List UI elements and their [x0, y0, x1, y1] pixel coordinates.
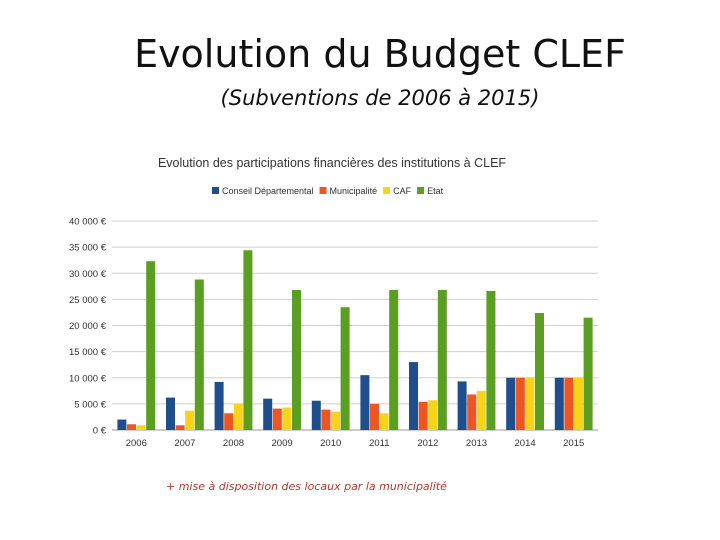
bar-municipalit--2013 [467, 394, 477, 430]
bar-municipalit--2012 [418, 401, 428, 430]
bar-conseil-d-partemental-2012 [409, 362, 418, 430]
x-tick-label: 2013 [466, 438, 487, 449]
bar-conseil-d-partemental-2015 [554, 377, 564, 430]
bar-conseil-d-partemental-2014 [506, 377, 516, 430]
bar-etat-2014 [535, 312, 544, 430]
bar-etat-2013 [486, 291, 496, 430]
bar-municipalit--2006 [127, 424, 136, 430]
bar-municipalit--2015 [564, 377, 574, 430]
y-tick-label: 35 000 € [69, 243, 107, 254]
chart-title: Evolution des participations financières… [158, 156, 506, 170]
slide-subtitle: (Subventions de 2006 à 2015) [220, 86, 540, 110]
y-tick-label: 20 000 € [69, 321, 107, 332]
x-tick-label: 2009 [272, 438, 293, 449]
bar-municipalit--2009 [272, 408, 282, 430]
slide-title: Evolution du Budget CLEF [134, 32, 626, 76]
bar-etat-2008 [243, 250, 253, 430]
bar-municipalit--2008 [224, 413, 234, 430]
x-tick-label: 2014 [515, 438, 536, 449]
y-tick-label: 30 000 € [69, 269, 107, 280]
bar-conseil-d-partemental-2010 [311, 400, 321, 430]
bar-caf-2009 [282, 407, 292, 430]
bar-conseil-d-partemental-2013 [457, 381, 467, 430]
y-tick-label: 10 000 € [69, 373, 107, 384]
legend-label: Etat [427, 186, 444, 196]
x-tick-label: 2012 [417, 438, 438, 449]
bar-conseil-d-partemental-2008 [214, 381, 224, 430]
x-tick-label: 2006 [126, 438, 147, 449]
y-tick-label: 25 000 € [69, 295, 107, 306]
chart-gridlines [112, 220, 598, 431]
x-tick-label: 2007 [174, 438, 195, 449]
bar-caf-2012 [428, 400, 438, 430]
bar-municipalit--2011 [370, 403, 379, 430]
bar-etat-2015 [583, 317, 593, 430]
legend-label: Conseil Départemental [222, 186, 314, 196]
bar-etat-2009 [292, 289, 301, 430]
bar-etat-2010 [340, 307, 350, 430]
legend-swatch [383, 187, 391, 194]
legend-label: CAF [393, 186, 412, 196]
bar-municipalit--2007 [175, 425, 185, 430]
bar-conseil-d-partemental-2009 [263, 398, 273, 430]
bar-conseil-d-partemental-2011 [360, 375, 370, 430]
bar-municipalit--2010 [321, 409, 331, 430]
y-tick-label: 15 000 € [69, 347, 107, 358]
bar-etat-2011 [389, 289, 399, 430]
bar-conseil-d-partemental-2007 [166, 397, 175, 430]
bar-caf-2007 [185, 410, 195, 430]
bar-etat-2012 [437, 289, 447, 430]
footnote: + mise à disposition des locaux par la m… [166, 480, 447, 493]
legend-swatch [212, 187, 219, 194]
x-tick-label: 2011 [369, 438, 389, 449]
bar-etat-2007 [194, 279, 204, 430]
bar-caf-2008 [233, 403, 243, 430]
bar-caf-2011 [379, 413, 389, 430]
x-tick-label: 2015 [563, 438, 584, 449]
bar-conseil-d-partemental-2006 [117, 419, 127, 430]
bar-etat-2006 [146, 261, 156, 430]
bar-caf-2006 [136, 425, 146, 430]
bar-caf-2015 [574, 377, 583, 430]
bar-caf-2014 [525, 377, 535, 430]
chart-bars [117, 250, 593, 430]
x-tick-label: 2008 [223, 438, 244, 449]
y-axis-ticks: 0 € 5 000 € 10 000 € 15 000 € 20 000 € 25 000… [69, 217, 107, 437]
y-tick-label: 0 € [93, 426, 107, 437]
bar-municipalit--2014 [515, 377, 525, 430]
bar-caf-2010 [331, 411, 340, 430]
legend-swatch [319, 187, 327, 194]
bar-chart: Evolution des participations financières… [69, 156, 598, 449]
x-axis-ticks: 2006 2007 2008 2009 2010 2011 2012 2013 2014 2015 [126, 438, 585, 449]
legend-swatch [417, 187, 425, 194]
x-tick-label: 2010 [320, 438, 341, 449]
y-tick-label: 5 000 € [74, 399, 106, 410]
legend-label: Municipalité [330, 186, 378, 196]
chart-legend: Conseil Départemental Municipalité CAF Etat [212, 186, 444, 196]
y-tick-label: 40 000 € [69, 217, 107, 228]
bar-caf-2013 [476, 390, 486, 430]
